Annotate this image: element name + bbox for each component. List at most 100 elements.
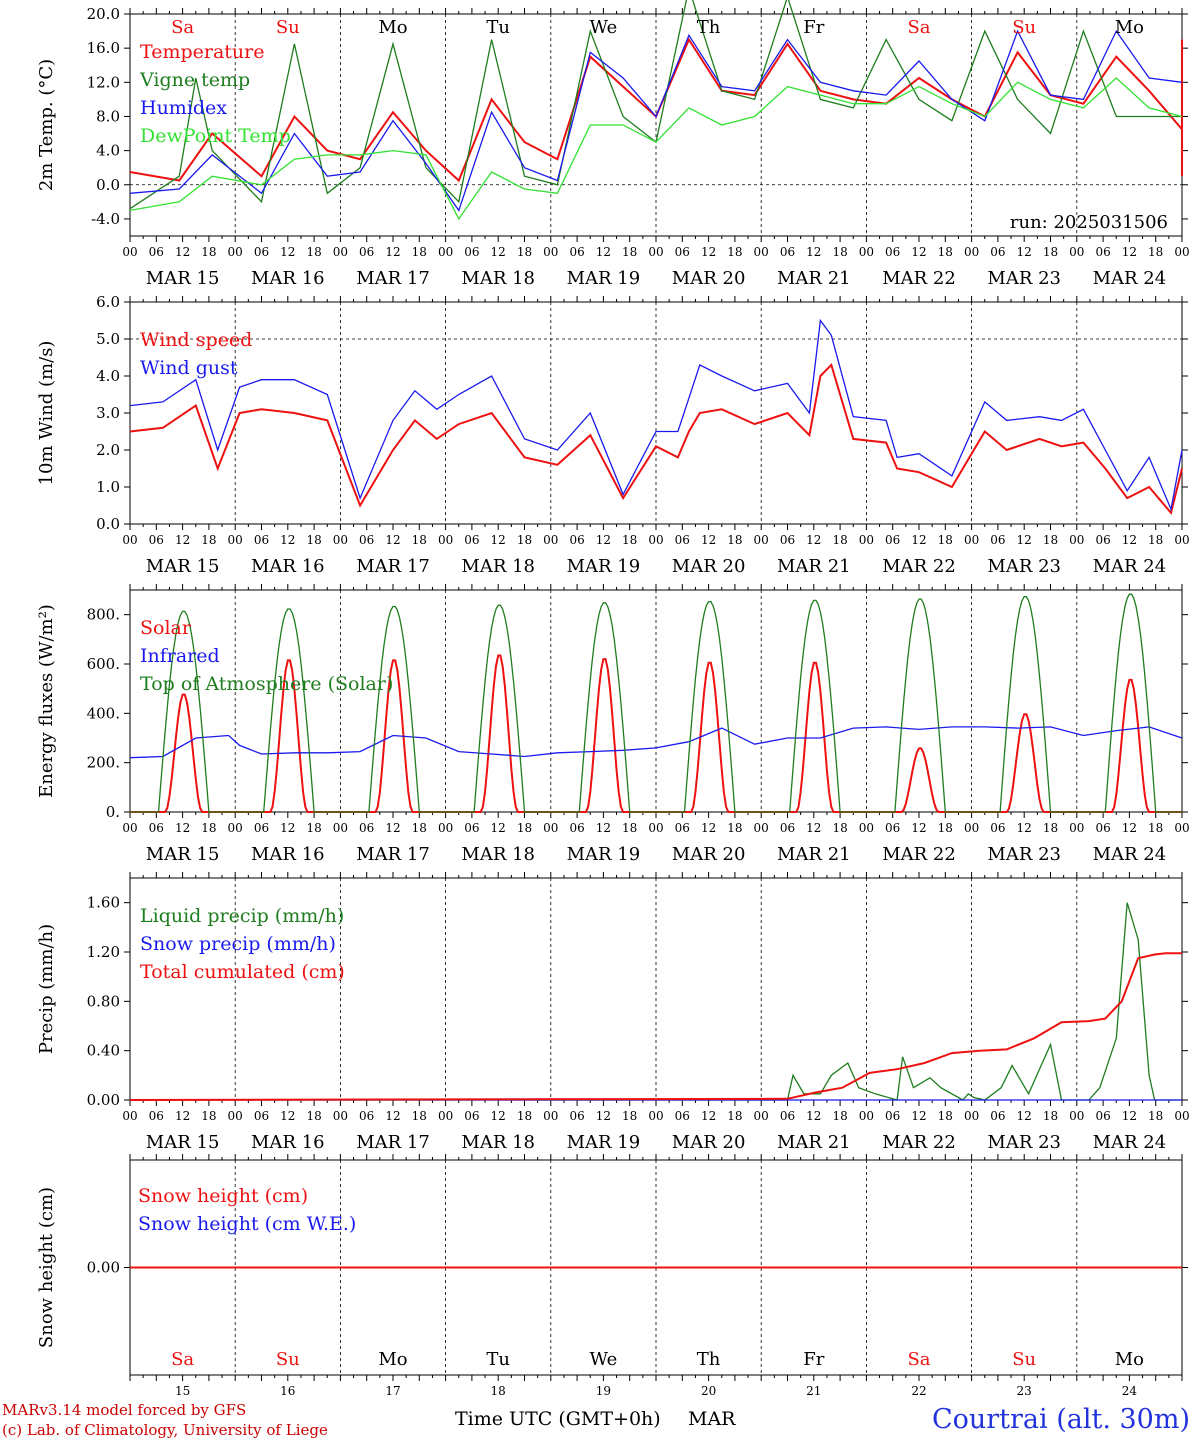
hour-label: 12 — [1122, 533, 1137, 547]
hour-label: 12 — [701, 245, 716, 259]
hour-label: 00 — [754, 533, 769, 547]
hour-label: 12 — [280, 245, 295, 259]
hour-label: 06 — [990, 1109, 1005, 1123]
series-line-total-cumulated-cm- — [129, 952, 1182, 1101]
hour-label: 12 — [806, 821, 821, 835]
y-tick-label: 5.0 — [96, 330, 120, 348]
hour-label: 06 — [359, 1109, 374, 1123]
hour-label: 12 — [1122, 245, 1137, 259]
hour-label: 00 — [438, 245, 453, 259]
date-label: MAR 24 — [1093, 844, 1167, 865]
hour-label: 18 — [412, 1109, 427, 1123]
hour-label: 00 — [1174, 533, 1189, 547]
day-name: Mo — [1115, 17, 1144, 38]
hour-label: 18 — [412, 245, 427, 259]
y-tick-label: 20.0 — [87, 5, 120, 23]
legend-entry: Wind gust — [140, 357, 238, 379]
axis-labels: -4.0 0.0 4.0 8.0 12.0 16.0 20.0 2m Temp. (°C) 00… — [36, 5, 1190, 1398]
hour-label: 06 — [1095, 245, 1110, 259]
hour-label: 06 — [569, 1109, 584, 1123]
hour-label: 18 — [1043, 821, 1058, 835]
hour-label: 06 — [990, 533, 1005, 547]
date-label: MAR 15 — [146, 844, 220, 865]
chart-series — [129, 0, 1183, 1269]
legend-entry: Temperature — [140, 41, 264, 63]
hour-label: 12 — [911, 533, 926, 547]
day-number: 16 — [280, 1384, 295, 1398]
hour-label: 00 — [1174, 245, 1189, 259]
series-line-wind-gust — [129, 318, 1183, 512]
date-label: MAR 18 — [461, 1132, 535, 1153]
hour-label: 00 — [438, 821, 453, 835]
hour-label: 18 — [622, 245, 637, 259]
day-name: Sa — [171, 1349, 194, 1370]
legend-entry: DewPoint Temp — [140, 125, 291, 147]
hour-label: 00 — [754, 245, 769, 259]
hour-label: 00 — [648, 821, 663, 835]
hour-label: 18 — [727, 821, 742, 835]
hour-label: 12 — [1122, 1109, 1137, 1123]
date-label: MAR 22 — [882, 268, 956, 289]
hour-label: 00 — [964, 1109, 979, 1123]
y-tick-label: 600. — [87, 655, 120, 673]
y-tick-label: 0.00 — [87, 1259, 120, 1277]
date-label: MAR 15 — [146, 1132, 220, 1153]
hour-label: 06 — [149, 821, 164, 835]
hour-label: 06 — [675, 245, 690, 259]
day-name: Su — [1012, 1349, 1036, 1370]
hour-label: 12 — [491, 1109, 506, 1123]
hour-label: 12 — [280, 533, 295, 547]
hour-label: 12 — [280, 1109, 295, 1123]
hour-label: 12 — [596, 533, 611, 547]
series-line-humidex — [129, 29, 1183, 212]
date-label: MAR 22 — [882, 1132, 956, 1153]
hour-label: 12 — [911, 245, 926, 259]
day-name: Mo — [378, 17, 407, 38]
series-line-dewpoint-temp — [129, 77, 1183, 221]
hour-label: 06 — [569, 245, 584, 259]
hour-label: 06 — [254, 1109, 269, 1123]
y-axis-label: Energy fluxes (W/m²) — [36, 604, 57, 798]
hour-label: 00 — [122, 245, 137, 259]
hour-label: 18 — [306, 1109, 321, 1123]
hour-label: 06 — [780, 245, 795, 259]
hour-label: 18 — [517, 533, 532, 547]
legend-entry: Vigne temp — [139, 69, 250, 91]
hour-label: 18 — [1148, 533, 1163, 547]
hour-label: 00 — [859, 821, 874, 835]
hour-label: 12 — [806, 533, 821, 547]
date-label: MAR 20 — [672, 268, 746, 289]
day-name: Sa — [907, 17, 930, 38]
date-label: MAR 20 — [672, 1132, 746, 1153]
hour-label: 00 — [543, 1109, 558, 1123]
legend-entry: Solar — [140, 617, 192, 639]
date-label: MAR 22 — [882, 556, 956, 577]
day-number: 23 — [1017, 1384, 1032, 1398]
hour-label: 18 — [938, 821, 953, 835]
hour-label: 18 — [832, 821, 847, 835]
legend-entry: Liquid precip (mm/h) — [140, 905, 344, 927]
hour-label: 00 — [228, 245, 243, 259]
hour-label: 00 — [964, 245, 979, 259]
hour-label: 12 — [491, 533, 506, 547]
day-number: 15 — [175, 1384, 190, 1398]
hour-label: 06 — [569, 533, 584, 547]
hour-label: 06 — [780, 821, 795, 835]
legend-entry: Snow precip (mm/h) — [140, 933, 336, 955]
hour-label: 18 — [412, 821, 427, 835]
series-line-wind-speed — [129, 362, 1183, 516]
y-tick-label: 0.40 — [87, 1042, 120, 1060]
hour-label: 00 — [228, 1109, 243, 1123]
hour-label: 18 — [622, 821, 637, 835]
day-name: Mo — [378, 1349, 407, 1370]
date-label: MAR 24 — [1093, 1132, 1167, 1153]
day-number: 24 — [1122, 1384, 1138, 1398]
day-name: Th — [697, 17, 721, 38]
hour-label: 06 — [885, 245, 900, 259]
hour-label: 18 — [622, 1109, 637, 1123]
date-label: MAR 15 — [146, 556, 220, 577]
hour-label: 00 — [122, 821, 137, 835]
y-tick-label: 6.0 — [96, 293, 120, 311]
hour-label: 18 — [727, 245, 742, 259]
